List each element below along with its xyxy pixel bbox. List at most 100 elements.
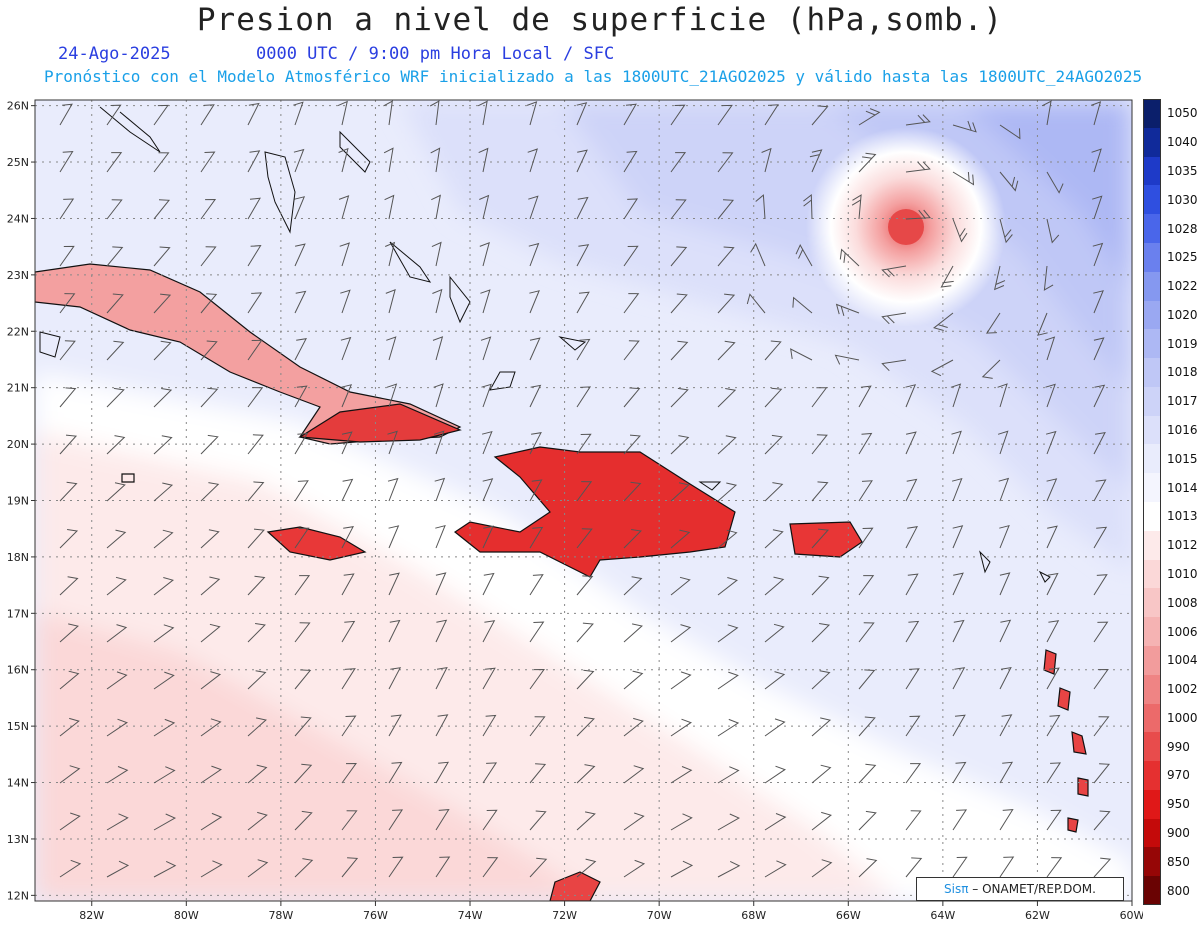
wind-barb xyxy=(576,528,593,549)
wind-barb xyxy=(529,337,541,361)
wind-barb xyxy=(1041,100,1052,126)
wind-barb xyxy=(200,151,216,173)
wind-barb xyxy=(999,124,1021,140)
wind-barb xyxy=(1093,290,1104,314)
wind-barb xyxy=(200,812,223,831)
longitude-label: 80W xyxy=(174,909,199,922)
wind-barb xyxy=(294,338,307,361)
wind-barb xyxy=(430,147,441,173)
wind-barb xyxy=(1046,667,1060,690)
south-coast xyxy=(549,871,601,901)
wind-barb xyxy=(623,670,644,690)
wind-barb xyxy=(623,150,638,173)
wind-barb xyxy=(153,340,172,361)
wind-barb xyxy=(623,812,645,831)
wind-barb xyxy=(153,246,171,267)
wind-barb xyxy=(952,856,968,878)
wind-barb xyxy=(999,666,1012,690)
wind-barb xyxy=(294,290,307,314)
colorbar-label: 1006 xyxy=(1167,624,1198,639)
latitude-label: 15N xyxy=(7,720,29,733)
wind-barb xyxy=(1046,572,1059,596)
wind-barb xyxy=(200,718,222,737)
wind-barb xyxy=(1037,312,1048,336)
wind-barb xyxy=(480,336,492,361)
wind-barb xyxy=(670,671,692,690)
wind-barb xyxy=(999,714,1013,737)
wind-barb xyxy=(858,858,878,878)
colorbar-label: 1028 xyxy=(1167,221,1198,236)
wind-barb xyxy=(717,577,738,596)
wind-barb xyxy=(435,809,450,831)
wind-barb xyxy=(153,718,176,737)
wind-barb xyxy=(764,718,786,737)
wind-barb xyxy=(433,383,444,408)
wind-barb xyxy=(387,477,399,502)
colorbar-cell xyxy=(1143,703,1161,733)
wind-barb xyxy=(294,527,310,549)
sispi-logo: Sisπ xyxy=(944,882,969,896)
wind-barb xyxy=(247,623,266,643)
colorbar-cell xyxy=(1143,271,1161,301)
wind-barb xyxy=(106,576,127,596)
colorbar-label: 850 xyxy=(1167,854,1190,869)
wind-barb xyxy=(293,148,305,173)
longitude-labels: 82W 80W 78W 76W 74W 72W 70W 68W 66W 64W 62W 60W xyxy=(79,901,1143,922)
wind-barb xyxy=(59,765,81,784)
puerto-rico xyxy=(789,521,863,558)
wind-barb xyxy=(952,809,968,831)
wind-barb xyxy=(200,529,220,549)
wind-barb xyxy=(153,293,172,314)
wind-barb xyxy=(623,765,645,784)
wind-barb xyxy=(858,385,872,408)
wind-barb xyxy=(576,669,595,690)
wind-barb xyxy=(952,619,965,643)
wind-barb xyxy=(481,383,492,408)
guadeloupe xyxy=(1043,649,1057,675)
colorbar-cell xyxy=(1143,789,1161,820)
wind-barb xyxy=(153,766,176,784)
wind-barb xyxy=(576,481,593,502)
wind-barb xyxy=(341,384,353,408)
wind-barb xyxy=(529,763,547,784)
wind-barb xyxy=(905,620,920,643)
colorbar-label: 1022 xyxy=(1167,279,1198,294)
wind-barb xyxy=(435,856,451,878)
wind-barb xyxy=(881,265,907,278)
wind-barb xyxy=(717,671,739,690)
wind-barb xyxy=(247,292,263,314)
wind-barb xyxy=(1046,857,1063,878)
wind-barb xyxy=(482,714,497,737)
longitude-label: 72W xyxy=(552,909,577,922)
wind-barb xyxy=(482,809,498,831)
wind-barb xyxy=(905,573,919,596)
wind-barb xyxy=(1043,265,1054,291)
wind-barb xyxy=(998,477,1010,502)
forecast-time: 0000 UTC / 9:00 pm Hora Local / SFC xyxy=(256,44,615,64)
wind-barb xyxy=(717,388,737,408)
wind-barb xyxy=(764,482,784,502)
wind-barb xyxy=(795,244,813,267)
wind-barb xyxy=(339,242,350,267)
wind-barb xyxy=(247,811,268,831)
wind-barb xyxy=(670,435,690,455)
wind-barb xyxy=(576,622,594,643)
wind-barb xyxy=(717,766,740,784)
wind-barb xyxy=(338,195,350,220)
wind-barb xyxy=(881,312,907,325)
wind-barb xyxy=(1044,336,1056,361)
colorbar-label: 1016 xyxy=(1167,423,1198,438)
lat-lon-grid xyxy=(35,100,1132,901)
latitude-label: 17N xyxy=(7,607,29,620)
colorbar-cell xyxy=(1143,329,1161,359)
colorbar-label: 970 xyxy=(1167,768,1190,783)
longitude-label: 62W xyxy=(1025,909,1050,922)
wind-barb xyxy=(811,859,833,878)
colorbar-label: 1050 xyxy=(1167,106,1198,121)
wind-barb xyxy=(755,194,766,220)
colorbar-label: 950 xyxy=(1167,797,1190,812)
wind-barb xyxy=(341,478,354,502)
wind-barb xyxy=(294,622,311,643)
wind-barb xyxy=(623,293,640,314)
wind-barb xyxy=(623,103,637,126)
